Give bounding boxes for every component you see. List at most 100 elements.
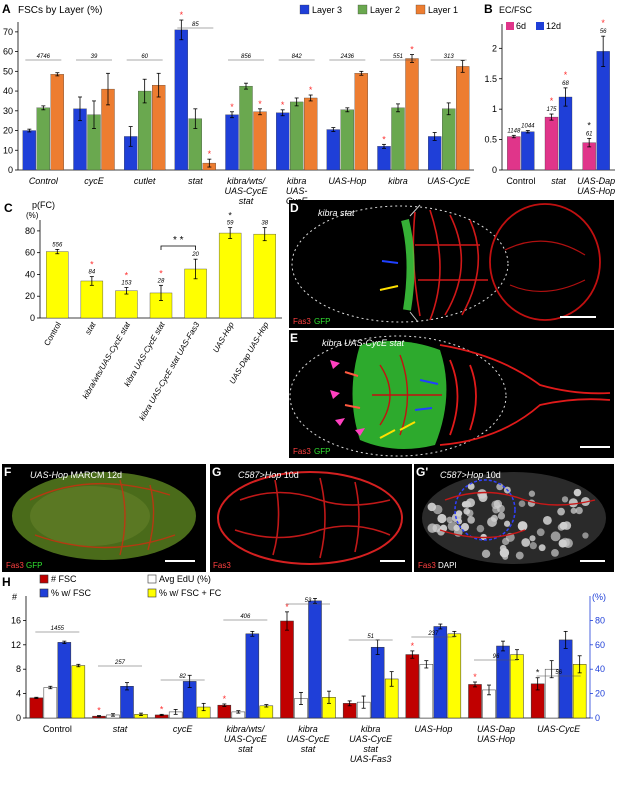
panel-c-title: p(FC) xyxy=(32,200,55,210)
dapi-nucleus xyxy=(515,551,524,560)
panel-c-comparison-bracket xyxy=(160,245,196,250)
panel-h-right-ytick-label: 60 xyxy=(595,640,605,650)
panel-a-bar xyxy=(405,58,419,171)
panel-h-category-label-line: UAS-CycE xyxy=(537,724,581,734)
panel-h: H # (%) # FSC Avg EdU (%) % w/ FSC % w/ FSC… xyxy=(2,574,606,764)
panel-a-n-label: 842 xyxy=(292,54,303,60)
panel-a-ytick-label: 60 xyxy=(3,47,13,57)
panel-h-legend-swatch xyxy=(147,588,157,598)
panel-h-category-label-line: kibra xyxy=(361,724,381,734)
panel-a-category-label: kibra xyxy=(388,176,408,186)
dapi-nucleus xyxy=(467,483,475,490)
panel-a-bar xyxy=(428,136,442,171)
dapi-nucleus xyxy=(496,483,504,491)
panel-h-legend: # FSC Avg EdU (%) % w/ FSC % w/ FSC + FC xyxy=(39,574,222,598)
panel-a-ytick-label: 20 xyxy=(3,126,13,136)
panel-h-bar xyxy=(370,646,385,719)
dapi-nucleus xyxy=(518,500,526,508)
panel-h-category-label: kibra UAS-CycE stat UAS-Fas3 xyxy=(349,724,393,764)
panel-c-n-label: 153 xyxy=(121,281,132,287)
panel-c-comparison-stars: * * xyxy=(173,235,184,246)
panel-h-bar xyxy=(259,705,274,719)
panel-h-category-label-line: UAS-CycE xyxy=(286,734,330,744)
panel-b-category-label: UAS-Dap UAS-Hop xyxy=(577,176,615,196)
panel-h-bar xyxy=(43,687,58,719)
panel-h-significance-star: * xyxy=(536,668,540,678)
panel-a-bar xyxy=(36,107,50,171)
panel-h-n-label: 237 xyxy=(427,631,439,637)
panel-h-category-label-line: Control xyxy=(43,724,72,734)
panel-a-n-label: 313 xyxy=(444,54,455,60)
panel-b-n-label: 175 xyxy=(546,107,557,113)
panel-h-bar xyxy=(447,633,462,719)
dapi-nucleus xyxy=(550,531,561,542)
panel-b-significance-star: * xyxy=(564,70,568,80)
panel-h-bar xyxy=(217,704,232,719)
panel-a-n-label: 39 xyxy=(91,54,98,60)
panel-a-bar xyxy=(276,112,290,171)
dapi-nucleus xyxy=(573,488,582,497)
panel-a-bar xyxy=(304,97,318,171)
dapi-nucleus xyxy=(518,521,526,528)
dapi-nucleus xyxy=(502,553,509,560)
panel-a-bar xyxy=(152,84,166,171)
dapi-nucleus xyxy=(557,507,565,516)
panel-g-prime-stain-dapi: DAPI xyxy=(438,561,457,570)
panel-a-category-label: cycE xyxy=(84,176,105,186)
panel-h-category-label: stat xyxy=(113,724,128,734)
panel-h-left-ytick-label: 4 xyxy=(16,689,21,699)
panel-c-category-label: kibra UAS-CycE stat UAS-Fas3 xyxy=(137,320,201,422)
panel-a-significance-star: * xyxy=(410,45,414,55)
dapi-nucleus xyxy=(447,521,458,531)
panel-a-bar xyxy=(377,146,391,171)
panel-h-category-label: kibra/wts/UAS-CycE stat xyxy=(224,724,268,754)
panel-a-bar xyxy=(391,107,405,171)
panel-b-title: EC/FSC xyxy=(499,5,533,15)
dapi-nucleus xyxy=(529,535,536,542)
panel-h-n-label: 1455 xyxy=(51,626,65,632)
panel-a-bar xyxy=(354,73,368,171)
panel-a-significance-star: * xyxy=(258,99,262,109)
dapi-nucleus xyxy=(478,493,488,503)
panel-h-significance-star: * xyxy=(285,602,289,612)
panel-h-right-ytick-label: 80 xyxy=(595,615,605,625)
panel-letter-b: B xyxy=(484,2,493,16)
panel-a-bar xyxy=(456,66,470,171)
panel-h-n-label: 51 xyxy=(367,634,374,640)
panel-c-category-label: UAS-Hop xyxy=(211,320,236,354)
panel-g-prime-stain-fas3: Fas3 xyxy=(418,561,436,570)
panel-d-stain-fas3: Fas3 xyxy=(293,317,311,326)
dapi-nucleus xyxy=(427,502,437,512)
panel-a-legend-swatch xyxy=(415,4,426,15)
dapi-nucleus xyxy=(561,496,569,503)
panel-c-ylabel: (%) xyxy=(26,211,39,220)
panel-b-bar xyxy=(507,136,521,171)
panel-h-left-axis-label: # xyxy=(12,592,17,602)
dapi-nucleus xyxy=(559,521,568,530)
panel-h-legend-swatch xyxy=(39,588,49,598)
panel-h-significance-star: * xyxy=(411,641,415,651)
panel-letter-f: F xyxy=(4,465,11,479)
panel-h-category-label: kibra UAS-CycE stat xyxy=(286,724,330,754)
dapi-nucleus xyxy=(466,509,474,517)
panel-b-category-label: Control xyxy=(506,176,535,186)
panel-c-ytick-label: 60 xyxy=(25,248,35,258)
panel-letter-e: E xyxy=(290,331,298,345)
panel-a-legend-swatch xyxy=(299,4,310,15)
panel-a-category-label-line: kibra xyxy=(287,176,307,186)
panel-h-bar xyxy=(510,654,524,719)
panel-h-right-ytick-label: 20 xyxy=(595,689,605,699)
panel-h-chart: 0 4 8 12 16 0 20 40 60 80 1455 Control * 257 stat * 82 cy… xyxy=(11,596,605,764)
panel-b-category-label-line: UAS-Dap xyxy=(577,176,615,186)
panel-a-category-label-line: UAS-Hop xyxy=(328,176,366,186)
panel-b-significance-star: * xyxy=(587,120,591,130)
panel-a-category-label-line: UAS-CycE xyxy=(427,176,471,186)
panel-letter-d: D xyxy=(290,201,299,215)
panel-b-legend-label: 12d xyxy=(546,21,561,31)
panel-a-chart: 0 10 20 30 40 50 60 70 4746 Control 39 cycE 60 cutlet… xyxy=(3,10,474,216)
panel-h-category-label: UAS-CycE xyxy=(537,724,581,734)
dapi-nucleus xyxy=(427,523,438,533)
panel-b-n-label: 56 xyxy=(600,29,607,35)
